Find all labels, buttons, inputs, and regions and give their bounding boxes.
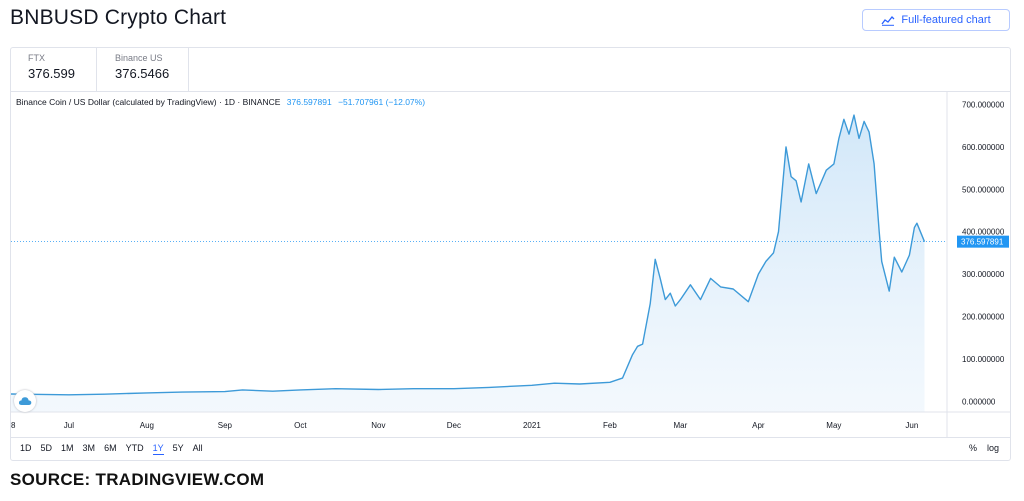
y-tick-label: 400.000000 <box>962 228 1005 237</box>
range-button-ytd[interactable]: YTD <box>125 443 144 453</box>
x-tick-label: Jun <box>905 421 918 430</box>
range-selector: 1D 5D 1M 3M 6M YTD 1Y 5Y All <box>20 443 203 455</box>
quote-exchange: FTX <box>28 53 45 63</box>
x-tick-label: Dec <box>447 421 461 430</box>
price-line <box>11 114 926 396</box>
x-tick-label: 8 <box>11 421 16 430</box>
cloud-glyph <box>18 397 32 405</box>
scale-options: % log <box>969 443 999 453</box>
range-button-all[interactable]: All <box>192 443 203 453</box>
y-tick-label: 700.000000 <box>962 100 1005 109</box>
legend-change: −51.707961 (−12.07%) <box>338 97 426 107</box>
y-tick-label: 0.000000 <box>962 397 996 406</box>
last-price-tag <box>957 235 1009 248</box>
x-tick-label: Mar <box>673 421 687 430</box>
range-button-5y[interactable]: 5Y <box>172 443 184 453</box>
price-chart[interactable]: 0.000000 100.000000 200.000000 300.000000 40… <box>11 92 1010 437</box>
full-featured-chart-button[interactable]: Full-featured chart <box>862 9 1010 31</box>
exchange-quotes: FTX 376.599 Binance US 376.5466 <box>10 47 189 91</box>
quote-price: 376.599 <box>28 66 75 81</box>
y-tick-label: 100.000000 <box>962 355 1005 364</box>
range-button-5d[interactable]: 5D <box>40 443 53 453</box>
y-tick-label: 500.000000 <box>962 185 1005 194</box>
legend-symbol-name: Binance Coin / US Dollar (calculated by … <box>16 97 281 107</box>
full-featured-chart-label: Full-featured chart <box>901 14 991 26</box>
quote-price: 376.5466 <box>115 66 170 81</box>
chart-legend: Binance Coin / US Dollar (calculated by … <box>16 97 425 107</box>
cloud-icon[interactable] <box>14 390 36 412</box>
last-price-tag-label: 376.597891 <box>961 238 1004 247</box>
page-title: BNBUSD Crypto Chart <box>10 6 227 29</box>
source-caption: SOURCE: TRADINGVIEW.COM <box>10 470 265 489</box>
x-tick-label: Sep <box>218 421 233 430</box>
x-tick-label: Jul <box>64 421 74 430</box>
range-button-1y[interactable]: 1Y <box>152 443 164 455</box>
divider <box>10 91 1011 92</box>
range-button-1m[interactable]: 1M <box>61 443 74 453</box>
scale-option-percent[interactable]: % <box>969 443 978 453</box>
y-tick-label: 300.000000 <box>962 270 1005 279</box>
legend-last-value: 376.597891 <box>286 97 332 107</box>
x-tick-label: Oct <box>294 421 307 430</box>
y-tick-label: 600.000000 <box>962 143 1005 152</box>
x-tick-label: May <box>826 421 841 430</box>
x-tick-label: Aug <box>140 421 154 430</box>
chart-icon <box>881 16 895 26</box>
range-toolbar <box>10 437 1011 461</box>
scale-option-log[interactable]: log <box>987 443 1000 453</box>
price-area <box>11 115 925 412</box>
quote-binance-us[interactable]: Binance US 376.5466 <box>97 47 189 91</box>
range-button-3m[interactable]: 3M <box>82 443 96 453</box>
quote-ftx[interactable]: FTX 376.599 <box>10 47 97 91</box>
range-button-1d[interactable]: 1D <box>20 443 32 453</box>
x-tick-label: 2021 <box>523 421 541 430</box>
x-tick-label: Nov <box>371 421 385 430</box>
quote-exchange: Binance US <box>115 53 163 63</box>
range-button-6m[interactable]: 6M <box>104 443 117 453</box>
x-tick-label: Feb <box>603 421 617 430</box>
x-tick-label: Apr <box>752 421 765 430</box>
y-tick-label: 200.000000 <box>962 313 1005 322</box>
